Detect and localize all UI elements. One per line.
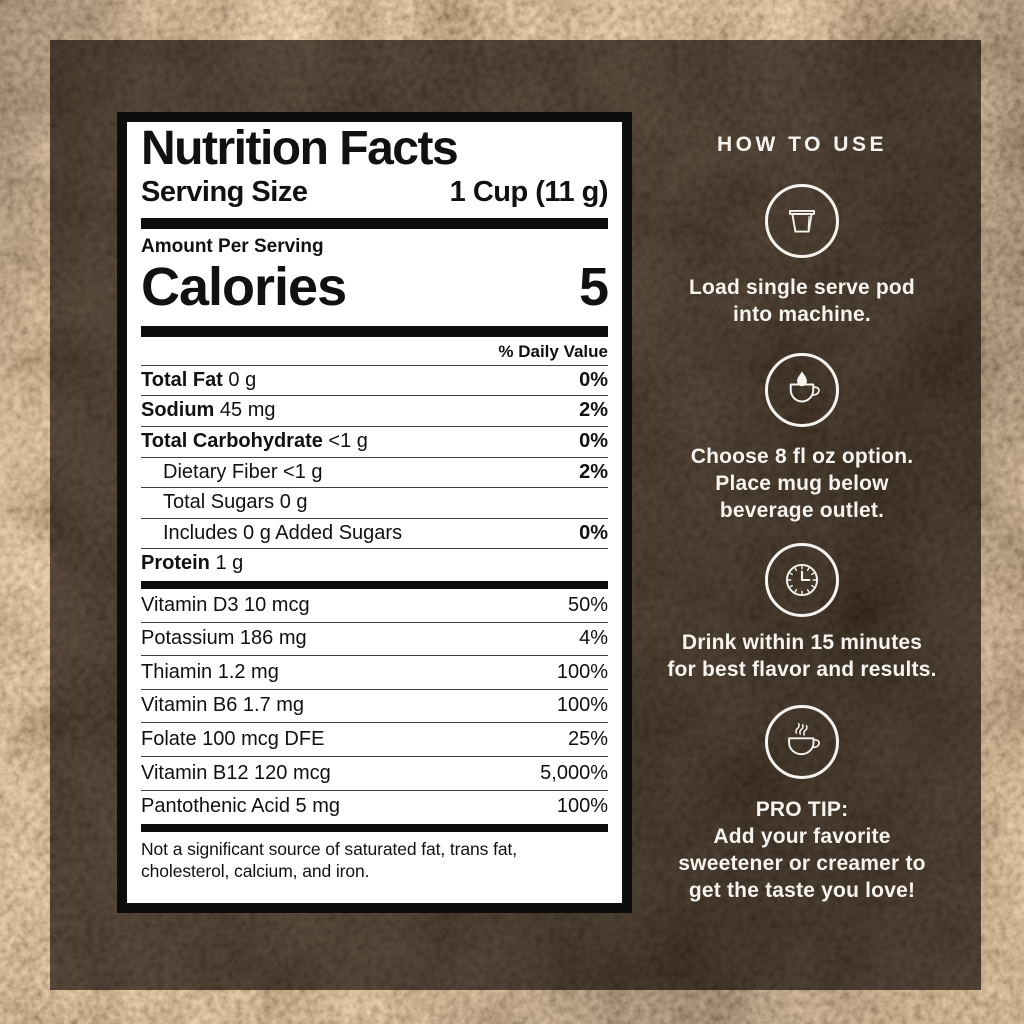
mug-droplet-icon bbox=[765, 353, 839, 428]
thick-divider bbox=[141, 217, 608, 229]
pod-icon bbox=[765, 184, 839, 258]
step-text: Drink within 15 minutes for best flavor … bbox=[667, 631, 937, 682]
vitamin-row: Vitamin D3 10 mcg 50% bbox=[141, 589, 608, 622]
nutrient-row: Sodium 45 mg 2% bbox=[141, 395, 608, 426]
vitamin-daily-value: 50% bbox=[567, 593, 608, 616]
vitamin-name: Potassium 186 mg bbox=[141, 627, 307, 650]
vitamin-row: Thiamin 1.2 mg 100% bbox=[141, 655, 608, 689]
thick-divider bbox=[141, 581, 608, 590]
how-to-use-section: HOW TO USE Load single serve pod into ma… bbox=[655, 133, 949, 904]
vitamin-name: Vitamin B6 1.7 mg bbox=[141, 694, 305, 717]
how-to-use-title: HOW TO USE bbox=[717, 133, 887, 156]
nutrient-name: Dietary Fiber <1 g bbox=[163, 460, 323, 483]
nutrition-facts-label: Nutrition Facts Serving Size 1 Cup (11 g… bbox=[117, 112, 632, 913]
vitamin-row: Pantothenic Acid 5 mg 100% bbox=[141, 789, 608, 824]
vitamin-daily-value: 100% bbox=[556, 660, 608, 683]
nutrient-row: Includes 0 g Added Sugars 0% bbox=[141, 517, 608, 549]
vitamin-name: Vitamin B12 120 mcg bbox=[141, 761, 331, 784]
label-footnote: Not a significant source of saturated fa… bbox=[141, 839, 518, 882]
step-text: Load single serve pod into machine. bbox=[689, 276, 915, 327]
vitamin-daily-value: 100% bbox=[556, 694, 608, 717]
nutrient-row: Total Sugars 0 g bbox=[141, 487, 608, 518]
vitamin-name: Pantothenic Acid 5 mg bbox=[141, 795, 341, 818]
vitamin-daily-value: 4% bbox=[579, 627, 608, 650]
daily-value-header: % Daily Value bbox=[498, 341, 608, 361]
nutrient-row: Total Fat 0 g 0% bbox=[141, 364, 608, 396]
nutrient-row: Total Carbohydrate <1 g 0% bbox=[141, 426, 608, 457]
vitamin-name: Vitamin D3 10 mcg bbox=[141, 593, 310, 616]
vitamin-name: Folate 100 mcg DFE bbox=[141, 727, 325, 750]
nutrient-name: Total Fat 0 g bbox=[141, 368, 257, 391]
nutrient-name: Sodium 45 mg bbox=[141, 399, 276, 422]
thick-divider bbox=[141, 824, 608, 833]
calories-value: 5 bbox=[578, 256, 609, 317]
vitamin-row: Potassium 186 mg 4% bbox=[141, 621, 608, 656]
vitamin-row: Vitamin B12 120 mcg 5,000% bbox=[141, 756, 608, 790]
nutrient-name: Total Sugars 0 g bbox=[163, 491, 308, 514]
nutrient-row: Protein 1 g bbox=[141, 548, 608, 579]
nutrient-name: Protein 1 g bbox=[141, 552, 244, 575]
nutrient-daily-value: 0% bbox=[579, 430, 608, 453]
nutrient-daily-value: 0% bbox=[579, 368, 608, 391]
serving-size-label: Serving Size bbox=[141, 175, 308, 208]
nutrient-daily-value: 2% bbox=[579, 399, 608, 422]
nutrient-daily-value: 0% bbox=[579, 521, 608, 544]
vitamin-name: Thiamin 1.2 mg bbox=[141, 660, 279, 683]
nutrient-daily-value: 2% bbox=[579, 460, 608, 483]
amount-per-serving-label: Amount Per Serving bbox=[141, 235, 324, 257]
step-text: Choose 8 fl oz option. Place mug below b… bbox=[690, 445, 914, 523]
nutrition-facts-title: Nutrition Facts bbox=[141, 122, 459, 175]
calories-row: Calories 5 bbox=[141, 256, 609, 317]
step-text: PRO TIP: Add your favorite sweetener or … bbox=[678, 797, 926, 902]
nutrient-row: Dietary Fiber <1 g 2% bbox=[141, 456, 608, 488]
calories-label: Calories bbox=[141, 256, 347, 317]
vitamin-row: Vitamin B6 1.7 mg 100% bbox=[141, 688, 608, 723]
vitamin-daily-value: 5,000% bbox=[540, 761, 608, 784]
serving-size-value: 1 Cup (11 g) bbox=[449, 175, 609, 208]
serving-size-row: Serving Size 1 Cup (11 g) bbox=[141, 175, 609, 209]
vitamin-daily-value: 25% bbox=[567, 727, 608, 750]
nutrient-name: Includes 0 g Added Sugars bbox=[163, 521, 403, 544]
clock-icon bbox=[765, 543, 839, 618]
vitamin-row: Folate 100 mcg DFE 25% bbox=[141, 722, 608, 756]
thick-divider bbox=[141, 325, 608, 337]
steaming-mug-icon bbox=[765, 704, 839, 779]
nutrient-name: Total Carbohydrate <1 g bbox=[141, 430, 368, 453]
vitamin-daily-value: 100% bbox=[556, 795, 608, 818]
